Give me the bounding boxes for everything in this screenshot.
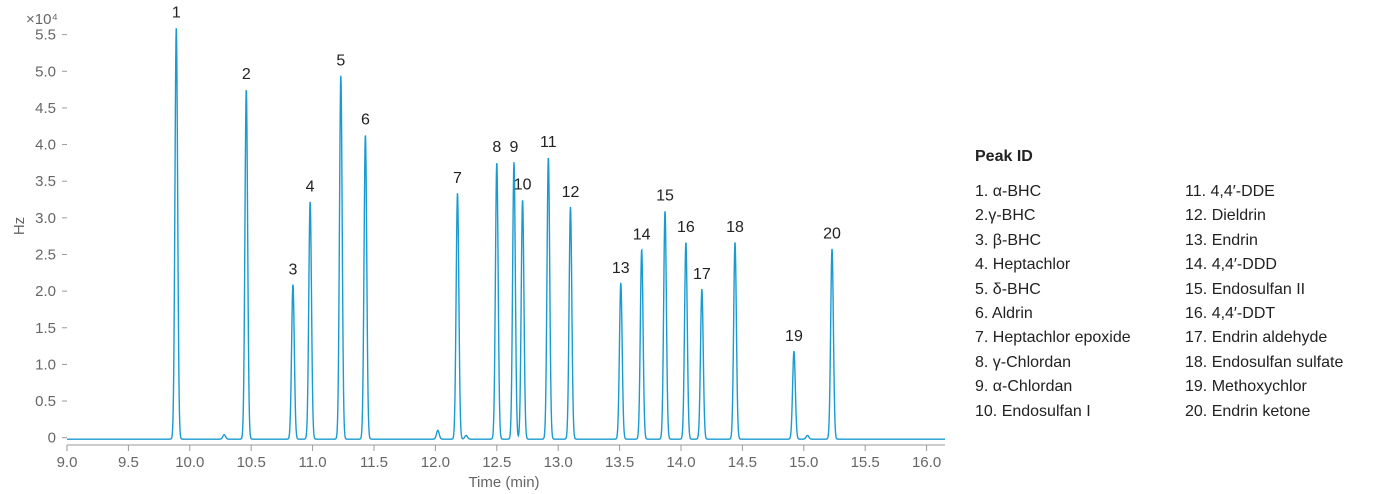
legend-item: 1. α-BHC <box>975 183 1042 200</box>
legend-item: 19. Methoxychlor <box>1185 378 1307 396</box>
legend-item: 18. Endosulfan sulfate <box>1185 353 1344 371</box>
x-tick-label: 13.5 <box>605 454 634 471</box>
x-axis: 9.0 9.5 10.0 10.5 11.0 11.5 12.0 12.5 13.0 13.5 14… <box>57 445 941 471</box>
legend-item: 16. 4,4′-DDT <box>1185 305 1276 323</box>
peak-label: 5 <box>336 53 345 70</box>
peak-id-legend: Peak ID 1. α-BHC 2.γ-BHC 3. β-BHC 4. Heptac… <box>975 148 1375 424</box>
peak-label: 7 <box>453 170 462 187</box>
x-tick-label: 13.0 <box>544 454 573 471</box>
y-tick-label: 0.5 <box>35 393 56 410</box>
x-tick-label: 10.5 <box>237 454 266 471</box>
peak-label: 19 <box>785 328 803 345</box>
peak-label: 9 <box>510 139 519 156</box>
peak-label: 1 <box>172 4 181 21</box>
x-tick-label: 14.0 <box>666 454 695 471</box>
legend-item: 6. Aldrin <box>975 305 1033 323</box>
x-axis-title: Time (min) <box>468 474 539 491</box>
peak-label: 20 <box>823 226 841 243</box>
legend-item: 5. δ-BHC <box>975 280 1041 298</box>
peak-label: 8 <box>492 139 501 156</box>
peak-label: 4 <box>306 179 315 196</box>
peak-label: 12 <box>562 184 580 201</box>
x-tick-label: 15.5 <box>851 454 880 471</box>
legend-item: 10. Endosulfan I <box>975 402 1091 420</box>
peak-label: 14 <box>633 226 651 243</box>
peak-label: 10 <box>514 177 532 194</box>
y-multiplier-label: ×10⁴ <box>26 11 58 28</box>
legend-column-right: 11. 4,4′-DDE 12. Dieldrin 13. Endrin 14. 4,… <box>1185 180 1343 424</box>
y-tick-label: 5.0 <box>35 63 56 80</box>
legend-item: 4. Heptachlor <box>975 256 1071 274</box>
y-tick-label: 4.5 <box>35 100 56 117</box>
legend-item: 14. 4,4′-DDD <box>1185 256 1277 274</box>
y-tick-label: 4.0 <box>35 137 56 154</box>
legend-column-left: 1. α-BHC 2.γ-BHC 3. β-BHC 4. Heptachlor 5. δ… <box>975 180 1185 424</box>
x-tick-label: 12.5 <box>482 454 511 471</box>
y-tick-label: 3.5 <box>35 173 56 190</box>
legend-item: 2.γ-BHC <box>975 207 1036 225</box>
legend-item: 7. Heptachlor epoxide <box>975 329 1131 347</box>
x-tick-label: 11.0 <box>299 454 327 471</box>
peak-label: 2 <box>242 66 251 83</box>
y-tick-label: 2.0 <box>35 283 56 300</box>
chromatogram-trace <box>67 28 945 440</box>
legend-item: 15. Endosulfan II <box>1185 280 1306 298</box>
legend-item: 3. β-BHC <box>975 231 1042 249</box>
y-tick-label: 3.0 <box>35 210 56 227</box>
x-tick-label: 14.5 <box>728 454 757 471</box>
y-axis-title: Hz <box>11 217 28 235</box>
legend-item: 17. Endrin aldehyde <box>1185 329 1328 347</box>
peak-label: 6 <box>361 111 370 128</box>
peak-label: 16 <box>677 219 695 236</box>
legend-title: Peak ID <box>975 148 1033 165</box>
peak-label: 3 <box>288 262 297 279</box>
x-tick-label: 9.5 <box>118 454 139 471</box>
y-axis: 0 0.5 1.0 1.5 2.0 2.5 3.0 3.5 4.0 4.5 5.0 5.5 <box>35 27 67 447</box>
peak-label: 15 <box>656 188 674 205</box>
legend-columns: 1. α-BHC 2.γ-BHC 3. β-BHC 4. Heptachlor 5. δ… <box>975 180 1375 424</box>
x-tick-label: 15.0 <box>789 454 818 471</box>
x-tick-label: 11.5 <box>360 454 388 471</box>
y-tick-label: 0 <box>48 430 56 447</box>
y-tick-label: 1.5 <box>35 320 56 337</box>
x-tick-label: 12.0 <box>421 454 450 471</box>
legend-item: 13. Endrin <box>1185 231 1258 249</box>
legend-item: 9. α-Chlordan <box>975 378 1073 396</box>
x-tick-label: 16.0 <box>912 454 941 471</box>
legend-item: 12. Dieldrin <box>1185 207 1266 225</box>
peak-label: 13 <box>612 260 630 277</box>
legend-item: 11. 4,4′-DDE <box>1185 183 1275 200</box>
peak-label: 17 <box>693 266 711 283</box>
legend-item: 20. Endrin ketone <box>1185 402 1311 420</box>
y-tick-label: 5.5 <box>35 27 56 44</box>
legend-item: 8. γ-Chlordan <box>975 353 1072 371</box>
y-tick-label: 2.5 <box>35 246 56 263</box>
y-tick-label: 1.0 <box>35 356 56 373</box>
peak-label: 11 <box>540 134 557 151</box>
peak-label: 18 <box>726 219 744 236</box>
x-tick-label: 9.0 <box>57 454 78 471</box>
x-tick-label: 10.0 <box>175 454 204 471</box>
